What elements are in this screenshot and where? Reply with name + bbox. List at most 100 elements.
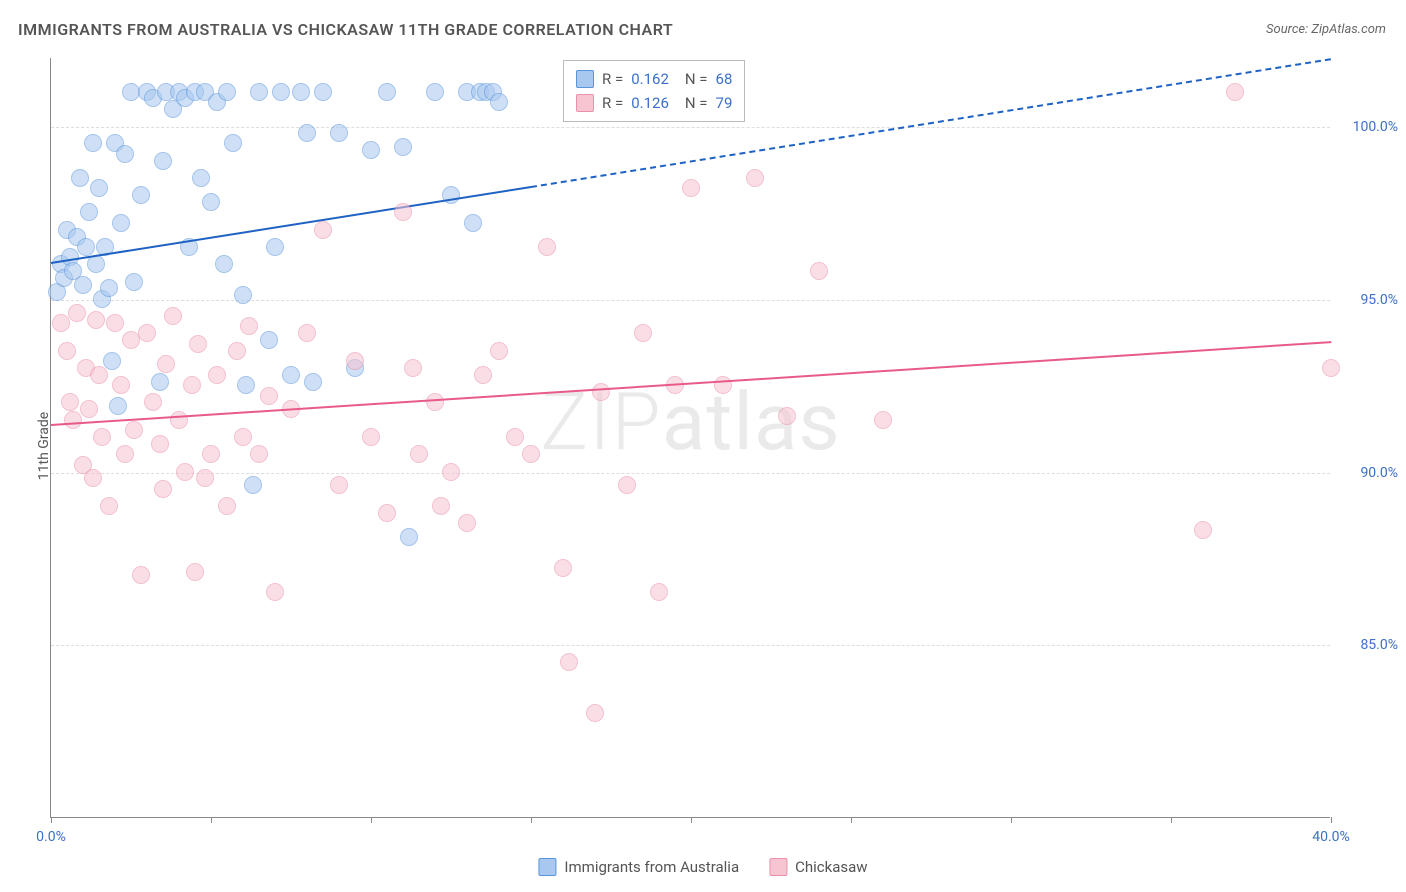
scatter-point: [112, 214, 130, 232]
scatter-point: [410, 445, 428, 463]
scatter-point: [746, 169, 764, 187]
plot-area: ZIPatlas R =0.162N =68R =0.126N =79 85.0…: [50, 58, 1330, 818]
scatter-point: [109, 397, 127, 415]
legend-item-australia: Immigrants from Australia: [538, 858, 739, 876]
scatter-point: [362, 428, 380, 446]
scatter-point: [77, 238, 95, 256]
scatter-point: [228, 342, 246, 360]
n-value: 68: [716, 70, 733, 88]
x-tick: [1011, 817, 1012, 823]
scatter-point: [80, 203, 98, 221]
scatter-point: [506, 428, 524, 446]
legend-label: Immigrants from Australia: [564, 858, 739, 876]
x-tick: [1171, 817, 1172, 823]
r-value: 0.126: [631, 94, 669, 112]
scatter-point: [314, 221, 332, 239]
scatter-point: [202, 193, 220, 211]
scatter-point: [618, 476, 636, 494]
x-tick: [851, 817, 852, 823]
scatter-point: [74, 276, 92, 294]
chart-title: IMMIGRANTS FROM AUSTRALIA VS CHICKASAW 1…: [18, 20, 673, 39]
scatter-point: [272, 83, 290, 101]
scatter-point: [330, 124, 348, 142]
scatter-point: [378, 504, 396, 522]
x-tick-label: 40.0%: [1312, 829, 1350, 845]
r-label: R =: [602, 70, 623, 88]
scatter-point: [490, 342, 508, 360]
x-tick: [531, 817, 532, 823]
scatter-point: [404, 359, 422, 377]
scatter-point: [64, 411, 82, 429]
scatter-point: [1226, 83, 1244, 101]
scatter-point: [87, 255, 105, 273]
scatter-point: [400, 528, 418, 546]
scatter-point: [240, 317, 258, 335]
scatter-point: [164, 307, 182, 325]
scatter-point: [586, 704, 604, 722]
scatter-point: [151, 373, 169, 391]
scatter-point: [144, 393, 162, 411]
scatter-point: [186, 563, 204, 581]
source-label: Source: ZipAtlas.com: [1266, 22, 1386, 37]
y-tick-label: 85.0%: [1338, 637, 1398, 653]
swatch-icon: [769, 858, 787, 876]
gridline: [51, 473, 1330, 474]
scatter-point: [106, 314, 124, 332]
scatter-point: [125, 421, 143, 439]
scatter-point: [218, 497, 236, 515]
x-tick: [371, 817, 372, 823]
legend-row: R = 0.126 N = 79: [576, 91, 732, 115]
scatter-point: [714, 376, 732, 394]
legend-bottom: Immigrants from Australia Chickasaw: [538, 858, 867, 876]
scatter-point: [234, 286, 252, 304]
scatter-point: [426, 83, 444, 101]
scatter-point: [224, 134, 242, 152]
scatter-point: [189, 335, 207, 353]
scatter-point: [298, 324, 316, 342]
scatter-point: [394, 203, 412, 221]
scatter-point: [346, 352, 364, 370]
scatter-point: [244, 476, 262, 494]
scatter-point: [84, 134, 102, 152]
scatter-point: [560, 653, 578, 671]
scatter-point: [490, 93, 508, 111]
scatter-point: [90, 179, 108, 197]
scatter-point: [282, 366, 300, 384]
scatter-point: [170, 411, 188, 429]
scatter-point: [292, 83, 310, 101]
r-label: R =: [602, 94, 623, 112]
x-tick-label: 0.0%: [36, 829, 66, 845]
scatter-point: [215, 255, 233, 273]
scatter-point: [314, 83, 332, 101]
scatter-point: [132, 186, 150, 204]
scatter-point: [112, 376, 130, 394]
scatter-point: [132, 566, 150, 584]
scatter-point: [474, 366, 492, 384]
swatch-icon: [538, 858, 556, 876]
scatter-point: [634, 324, 652, 342]
n-label: N =: [685, 94, 708, 112]
scatter-point: [196, 469, 214, 487]
scatter-point: [183, 376, 201, 394]
scatter-point: [103, 352, 121, 370]
y-tick-label: 95.0%: [1338, 292, 1398, 308]
x-tick: [691, 817, 692, 823]
scatter-point: [266, 238, 284, 256]
scatter-point: [260, 331, 278, 349]
scatter-point: [61, 393, 79, 411]
scatter-point: [237, 376, 255, 394]
scatter-point: [250, 445, 268, 463]
scatter-point: [682, 179, 700, 197]
n-label: N =: [685, 70, 708, 88]
scatter-point: [157, 355, 175, 373]
scatter-point: [58, 342, 76, 360]
scatter-point: [554, 559, 572, 577]
scatter-point: [80, 400, 98, 418]
n-value: 79: [716, 94, 733, 112]
scatter-point: [116, 145, 134, 163]
swatch-icon: [576, 70, 594, 88]
scatter-point: [874, 411, 892, 429]
scatter-point: [778, 407, 796, 425]
x-tick: [51, 817, 52, 823]
scatter-point: [90, 366, 108, 384]
